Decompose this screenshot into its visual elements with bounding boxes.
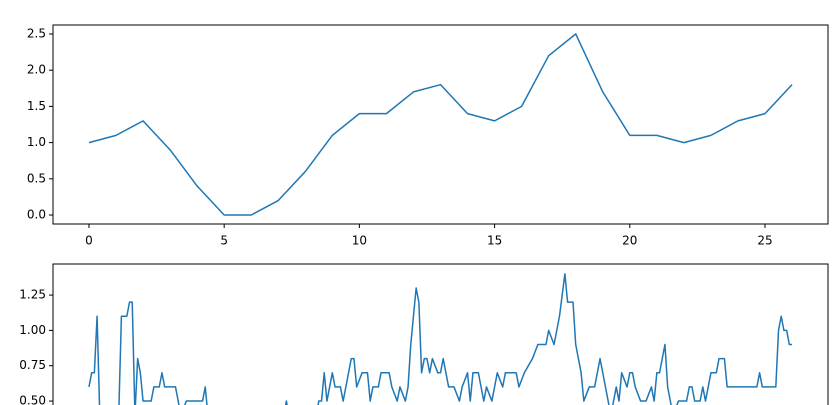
data-line bbox=[88, 273, 793, 405]
y-tick-label: 0.5 bbox=[27, 171, 46, 185]
x-tick-label: 20 bbox=[622, 234, 637, 248]
y-tick-label: 2.0 bbox=[27, 63, 46, 77]
data-line bbox=[88, 33, 793, 216]
y-tick-label: 0.50 bbox=[19, 394, 46, 405]
plot-frame bbox=[52, 24, 829, 225]
x-tick-label: 25 bbox=[757, 234, 772, 248]
y-tick-label: 2.5 bbox=[27, 26, 46, 40]
plot-frame bbox=[52, 263, 829, 405]
x-tick-label: 10 bbox=[352, 234, 367, 248]
y-tick-label: 1.5 bbox=[27, 99, 46, 113]
x-tick-label: 15 bbox=[487, 234, 502, 248]
y-tick-label: 0.0 bbox=[27, 208, 46, 222]
y-tick-label: 1.0 bbox=[27, 135, 46, 149]
y-tick-label: 1.25 bbox=[19, 288, 46, 302]
x-tick-label: 5 bbox=[220, 234, 228, 248]
x-tick-label: 0 bbox=[85, 234, 93, 248]
y-tick-label: 0.75 bbox=[19, 358, 46, 372]
y-tick-label: 1.00 bbox=[19, 323, 46, 337]
